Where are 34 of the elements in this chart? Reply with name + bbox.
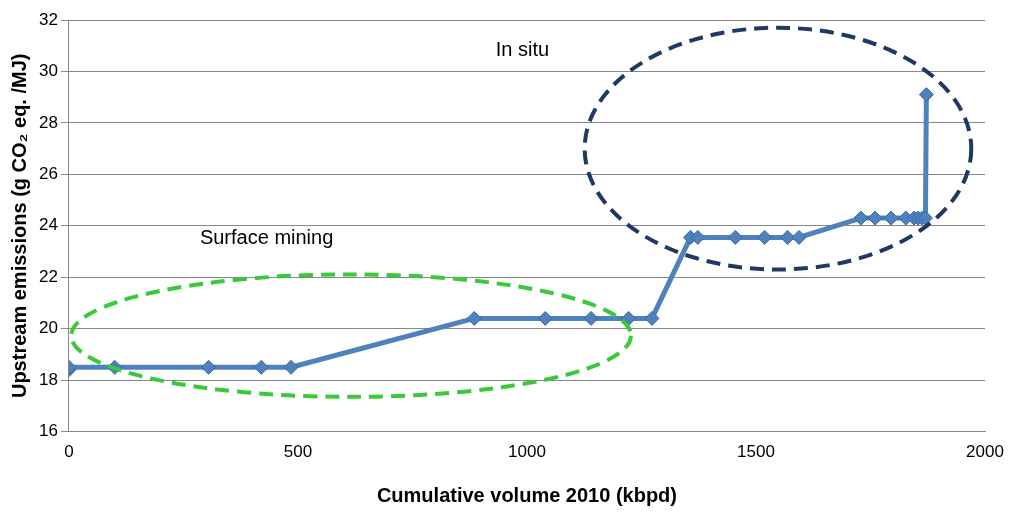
point [867, 210, 883, 226]
y-tick-label: 22 [38, 266, 58, 286]
x-tick-label: 2000 [966, 442, 1004, 462]
y-tick-label: 24 [38, 215, 58, 235]
x-axis-title: Cumulative volume 2010 (kbpd) [376, 483, 677, 506]
y-tick-label: 30 [38, 61, 58, 81]
point [253, 359, 269, 375]
point [537, 310, 553, 326]
y-tick-label: 28 [38, 112, 58, 132]
point [791, 229, 807, 245]
x-tick-label: 1000 [508, 442, 546, 462]
y-axis-title: Upstream emissions (g CO₂ eq. /MJ) [7, 53, 30, 399]
x-tick-label: 500 [283, 442, 313, 462]
x-tick-label: 1500 [737, 442, 775, 462]
point [283, 359, 299, 375]
point [583, 310, 599, 326]
y-tick-label: 26 [38, 164, 58, 184]
annotation: Surface mining [199, 225, 334, 248]
y-tick-label: 16 [38, 421, 58, 441]
point [853, 210, 869, 226]
point [201, 359, 217, 375]
point [918, 87, 934, 103]
y-tick-label: 18 [38, 369, 58, 389]
y-tick-label: 20 [38, 318, 58, 338]
point [690, 229, 706, 245]
point [621, 310, 637, 326]
point [757, 229, 773, 245]
y-tick-label: 32 [38, 9, 58, 29]
point [727, 229, 743, 245]
annotation: In situ [495, 37, 550, 60]
x-tick-label: 0 [64, 442, 74, 462]
point [883, 210, 899, 226]
point [466, 310, 482, 326]
point [644, 310, 660, 326]
